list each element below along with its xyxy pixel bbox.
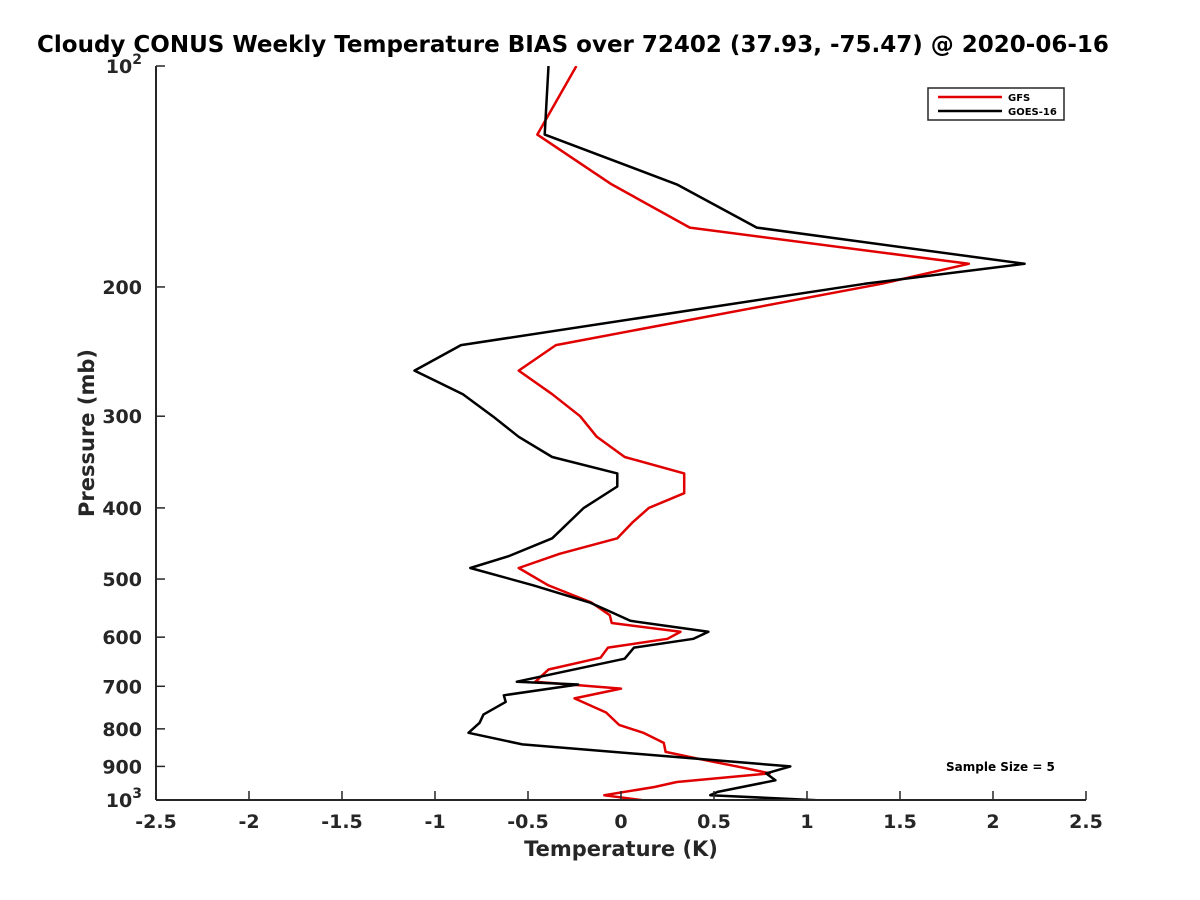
legend-label-gfs: GFS [1008, 93, 1030, 104]
series-layer [413, 66, 1026, 800]
legend: GFS GOES-16 [927, 87, 1065, 121]
axes [155, 66, 1086, 801]
y-axis-label: Pressure (mb) [75, 349, 99, 517]
y-tick-label: 700 [102, 676, 142, 698]
y-tick-label: 300 [102, 406, 142, 428]
x-tick-label: -1 [424, 811, 445, 833]
x-axis-label: Temperature (K) [524, 837, 718, 861]
x-ticks: -2.5 -2 -1.5 -1 -0.5 0 0.5 1 1.5 2 2.5 [135, 791, 1103, 833]
x-tick-label: 2.5 [1069, 811, 1103, 833]
x-tick-label: -1.5 [321, 811, 363, 833]
y-tick-label: 500 [102, 569, 142, 591]
y-tick-label: 600 [102, 627, 142, 649]
chart-title: Cloudy CONUS Weekly Temperature BIAS ove… [37, 32, 1109, 58]
x-tick-label: 0 [614, 811, 627, 833]
x-tick-label: 0.5 [697, 811, 731, 833]
legend-label-goes16: GOES-16 [1008, 107, 1057, 118]
x-tick-label: 1 [800, 811, 813, 833]
series-line-gfs [517, 66, 971, 800]
y-tick-label: 900 [102, 756, 142, 778]
x-tick-label: -0.5 [507, 811, 549, 833]
y-tick-label: 800 [102, 719, 142, 741]
x-tick-label: -2 [238, 811, 259, 833]
y-tick-label: 102 [106, 52, 142, 78]
y-ticks: 102 200 300 400 500 600 700 800 900 103 [102, 52, 165, 812]
x-tick-label: 2 [986, 811, 999, 833]
x-tick-label: 1.5 [883, 811, 917, 833]
series-line-goes-16 [413, 66, 1026, 800]
sample-size-annotation: Sample Size = 5 [946, 760, 1055, 774]
y-tick-label: 400 [102, 498, 142, 520]
x-tick-label: -2.5 [135, 811, 177, 833]
y-tick-label: 200 [102, 277, 142, 299]
legend-box [927, 87, 1065, 121]
y-tick-label: 103 [106, 786, 142, 812]
